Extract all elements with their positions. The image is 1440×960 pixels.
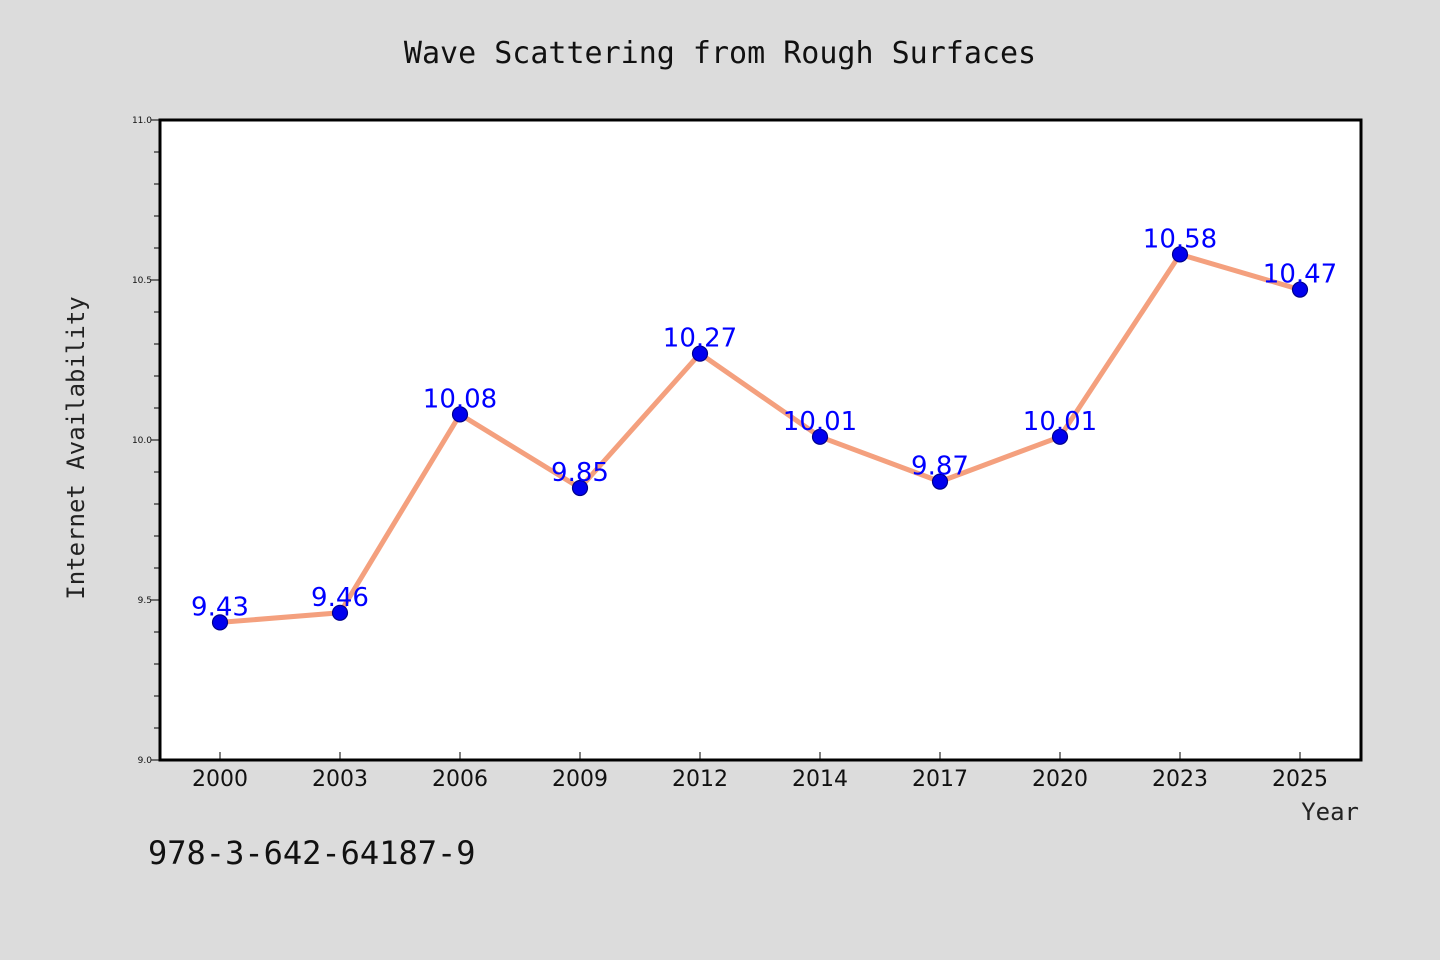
data-point	[931, 473, 949, 490]
y-tick-label: 10.5	[132, 276, 152, 286]
plot-area	[160, 120, 1361, 760]
series-group	[211, 246, 1309, 631]
data-label: 10.01	[1023, 407, 1097, 437]
x-tick-label: 2017	[912, 767, 968, 792]
x-tick-label: 2006	[432, 767, 488, 792]
data-point	[1171, 246, 1189, 263]
y-tick-label: 9.5	[138, 596, 152, 606]
data-point	[691, 345, 709, 362]
data-label: 10.47	[1263, 260, 1337, 290]
y-tick-label: 11.0	[132, 116, 152, 126]
data-labels-group: 9.43 9.46 10.08 9.85 10.27 10.01 9.87 10.01 10.5…	[191, 224, 1337, 622]
chart-title: Wave Scattering from Rough Surfaces	[404, 36, 1036, 71]
y-tick-label: 10.0	[132, 436, 152, 446]
data-point	[211, 614, 229, 631]
data-point	[571, 479, 589, 497]
y-axis-ticks: 9.0 9.5 10.0 10.5 11.0	[132, 116, 160, 766]
y-tick-label: 9.0	[138, 756, 153, 766]
data-label: 9.87	[911, 452, 969, 482]
isbn-footnote: 978-3-642-64187-9	[148, 834, 476, 872]
data-label: 10.08	[423, 384, 497, 414]
data-label: 9.43	[191, 592, 249, 622]
x-tick-label: 2023	[1152, 767, 1208, 792]
x-tick-label: 2003	[312, 767, 368, 792]
x-tick-label: 2020	[1032, 767, 1088, 792]
data-label: 10.58	[1143, 224, 1217, 254]
data-label: 9.46	[311, 583, 369, 613]
x-axis-ticks: 2000 2003 2006 2009 2012 2014 2017 2020 2023 2025	[192, 752, 1328, 792]
data-point	[1291, 281, 1309, 298]
x-tick-label: 2025	[1272, 767, 1328, 792]
x-tick-label: 2012	[672, 767, 728, 792]
x-axis-label: Year	[1301, 798, 1359, 826]
x-tick-label: 2009	[552, 767, 608, 792]
data-label: 10.27	[663, 324, 737, 354]
plot-frame	[158, 118, 1363, 762]
y-axis-label: Internet Availability	[62, 296, 90, 599]
data-point	[811, 428, 829, 445]
x-tick-label: 2014	[792, 767, 848, 792]
data-label: 10.01	[783, 407, 857, 437]
x-tick-label: 2000	[192, 767, 248, 792]
data-point	[331, 604, 349, 621]
series-line	[217, 251, 1303, 625]
data-label: 9.85	[551, 458, 609, 488]
data-point	[451, 406, 469, 423]
data-point	[1051, 428, 1069, 445]
